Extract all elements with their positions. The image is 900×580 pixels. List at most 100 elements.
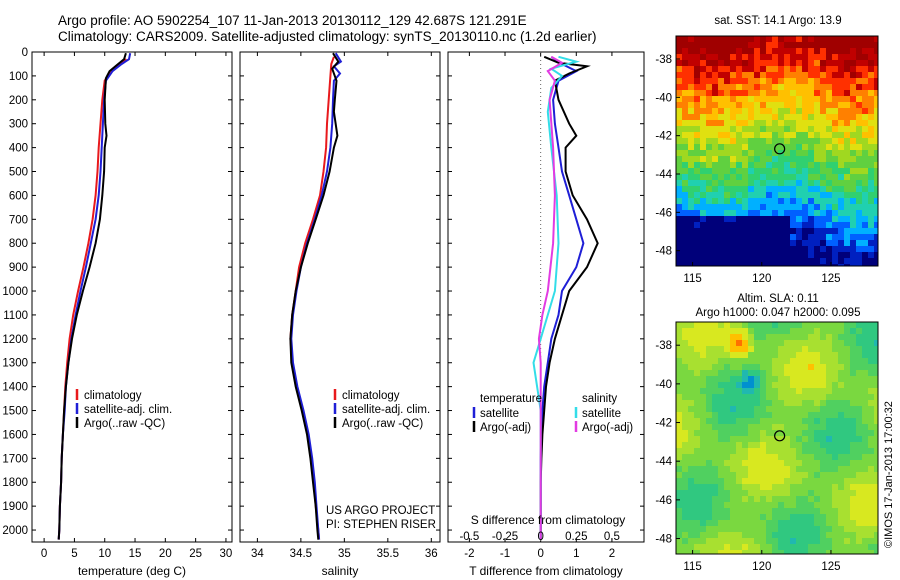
sla-map-cell	[808, 418, 815, 425]
sst-map-cell	[826, 60, 833, 67]
sst-map-cell	[802, 78, 809, 85]
sst-map-cell	[814, 42, 821, 49]
sla-map-cell	[700, 322, 707, 329]
sst-map-cell	[796, 48, 803, 55]
sla-map-cell	[826, 346, 833, 353]
sst-map-cell	[850, 246, 857, 253]
sla-map-cell	[778, 376, 785, 383]
sla-map-cell	[820, 550, 827, 555]
sst-map-cell	[856, 90, 863, 97]
sla-map-cell	[694, 394, 701, 401]
sla-map-cell	[814, 412, 821, 419]
sst-map-cell	[784, 144, 791, 151]
sst-map-cell	[718, 144, 725, 151]
sla-map-cell	[688, 376, 695, 383]
sst-map-cell	[826, 228, 833, 235]
sst-map-cell	[832, 54, 839, 61]
sst-map-cell	[724, 144, 731, 151]
sla-map-cell	[730, 436, 737, 443]
sla-map-cell	[754, 424, 761, 431]
difference-salinity-tick-label: -0.5	[459, 531, 479, 543]
sla-map-cell	[808, 346, 815, 353]
sst-map-cell	[706, 210, 713, 217]
sla-map-cell	[730, 334, 737, 341]
sst-map-cell	[706, 120, 713, 127]
sst-map-cell	[700, 126, 707, 133]
sst-map-cell	[802, 192, 809, 199]
sst-map-cell	[790, 132, 797, 139]
sst-map-cell	[730, 198, 737, 205]
sst-map-cell	[808, 228, 815, 235]
sla-map-cell	[874, 520, 879, 527]
sla-map-cell	[700, 430, 707, 437]
sst-map-cell	[706, 162, 713, 169]
sla-map-cell	[826, 388, 833, 395]
sst-map-cell	[718, 102, 725, 109]
sst-map-cell	[760, 90, 767, 97]
sst-map-cell	[808, 162, 815, 169]
salinity-plot-frame	[239, 51, 441, 543]
sst-map-cell	[736, 204, 743, 211]
sst-map-cell	[802, 84, 809, 91]
sst-map-cell	[682, 258, 689, 265]
sla-map-cell	[838, 322, 845, 329]
sla-map-cell	[766, 448, 773, 455]
sst-map-cell	[838, 120, 845, 127]
sla-map-cell	[712, 436, 719, 443]
sla-map-cell	[742, 412, 749, 419]
sla-map-cell	[718, 472, 725, 479]
sst-map-cell	[706, 72, 713, 79]
sst-map-cell	[742, 198, 749, 205]
sla-map-cell	[808, 394, 815, 401]
sst-map-cell	[766, 132, 773, 139]
temperature-xtick-label: 5	[71, 548, 77, 560]
sla-map-cell	[688, 454, 695, 461]
sla-map-cell	[808, 490, 815, 497]
sla-map-cell	[730, 364, 737, 371]
sst-map-cell	[808, 108, 815, 115]
sst-map-cell	[862, 210, 869, 217]
sst-map-cell	[742, 222, 749, 229]
sla-map-cell	[730, 412, 737, 419]
sst-map-cell	[850, 216, 857, 223]
sst-map-cell	[724, 180, 731, 187]
sla-map-cell	[808, 520, 815, 527]
sla-map-cell	[808, 406, 815, 413]
sst-map-cell	[790, 156, 797, 163]
sst-map-cell	[682, 168, 689, 175]
sla-map-cell	[814, 430, 821, 437]
sst-map-cell	[778, 216, 785, 223]
sst-map-cell	[868, 78, 875, 85]
sla-map-cell	[688, 400, 695, 407]
sst-map-cell	[724, 42, 731, 49]
sst-map-cell	[718, 138, 725, 145]
sst-map-cell	[772, 150, 779, 157]
sst-map-cell	[676, 216, 683, 223]
sla-map-cell	[808, 400, 815, 407]
sla-map-cell	[772, 388, 779, 395]
sla-map-cell	[850, 484, 857, 491]
sst-map-cell	[712, 204, 719, 211]
sla-map-cell	[688, 550, 695, 555]
sla-map-title-line2: Argo h1000: 0.047 h2000: 0.095	[696, 307, 861, 319]
sst-map-cell	[814, 252, 821, 259]
sst-map-cell	[754, 216, 761, 223]
sla-map-cell	[760, 472, 767, 479]
sla-map-cells	[676, 322, 879, 555]
sst-map-cell	[706, 42, 713, 49]
sla-map-cell	[862, 472, 869, 479]
sla-map-cell	[856, 412, 863, 419]
sla-map-cell	[820, 418, 827, 425]
sla-map-cell	[862, 544, 869, 551]
sst-map-cell	[766, 138, 773, 145]
sst-map-cell	[712, 198, 719, 205]
sla-map-cell	[712, 472, 719, 479]
sla-map-cell	[730, 346, 737, 353]
sla-map-cell	[844, 364, 851, 371]
sst-map-cell	[688, 192, 695, 199]
sst-map-cell	[742, 108, 749, 115]
sst-map-cell	[862, 228, 869, 235]
sst-map-cell	[760, 234, 767, 241]
sla-map-cell	[766, 334, 773, 341]
sst-map-cell	[742, 72, 749, 79]
